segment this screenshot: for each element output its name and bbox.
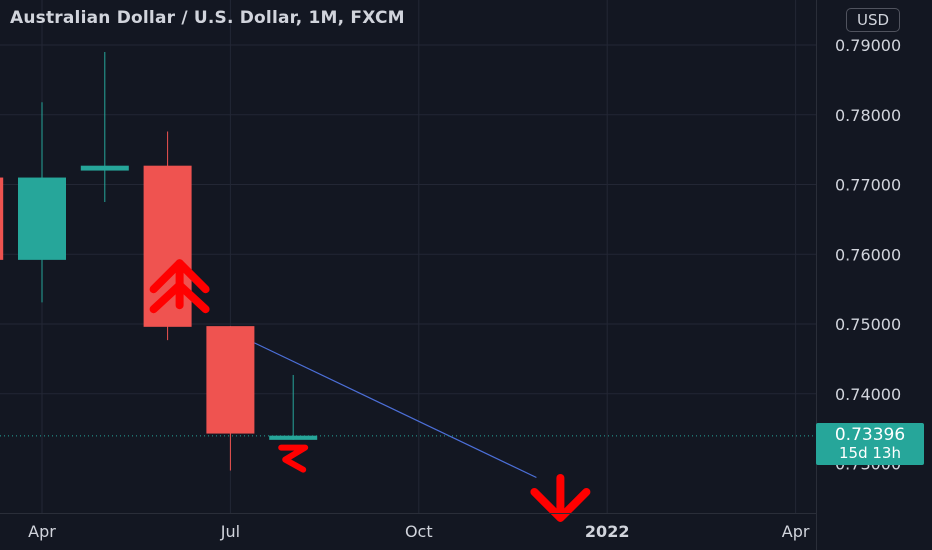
x-tick-label: Oct — [405, 522, 433, 541]
currency-button[interactable]: USD — [846, 8, 900, 32]
x-tick-label: Apr — [782, 522, 810, 541]
candle-body — [0, 177, 4, 260]
candle — [80, 51, 129, 202]
candle-body — [206, 326, 255, 434]
annotations — [149, 259, 591, 522]
arrow-up-annotation — [149, 259, 210, 314]
squiggle-annotation — [278, 444, 309, 473]
candle-body — [269, 435, 318, 440]
arrow-up-head-2 — [149, 281, 210, 314]
chart-title: Australian Dollar / U.S. Dollar, 1M, FXC… — [10, 8, 405, 28]
x-tick-label: Apr — [28, 522, 56, 541]
y-tick-label: 0.74000 — [835, 385, 901, 404]
y-tick-label: 0.75000 — [835, 315, 901, 334]
candle-body — [18, 177, 66, 260]
last-price-tag: 0.73396 15d 13h — [816, 423, 924, 465]
trendline-layer — [254, 342, 537, 479]
y-tick-label: 0.78000 — [835, 106, 901, 125]
bar-countdown: 15d 13h — [839, 444, 901, 462]
grid-lines — [0, 0, 816, 513]
squiggle-stroke — [278, 444, 309, 473]
x-tick-label: 2022 — [585, 522, 630, 541]
candle — [206, 326, 255, 471]
candle — [269, 374, 318, 440]
candle — [18, 102, 66, 303]
y-tick-label: 0.76000 — [835, 245, 901, 264]
candle-body — [143, 165, 192, 327]
candle — [0, 177, 4, 260]
y-tick-label: 0.79000 — [835, 36, 901, 55]
y-tick-label: 0.77000 — [835, 176, 901, 195]
candles — [0, 51, 318, 471]
trendline — [254, 342, 537, 479]
arrow-up-head — [149, 259, 210, 294]
x-tick-label: Jul — [220, 522, 240, 541]
candle-body — [80, 165, 129, 171]
axes: 0.79000 0.78000 0.77000 0.76000 0.75000 0.740… — [0, 0, 901, 550]
last-price-value: 0.73396 — [834, 425, 906, 445]
arrow-down-head — [530, 487, 591, 522]
arrow-down-annotation — [530, 473, 591, 522]
